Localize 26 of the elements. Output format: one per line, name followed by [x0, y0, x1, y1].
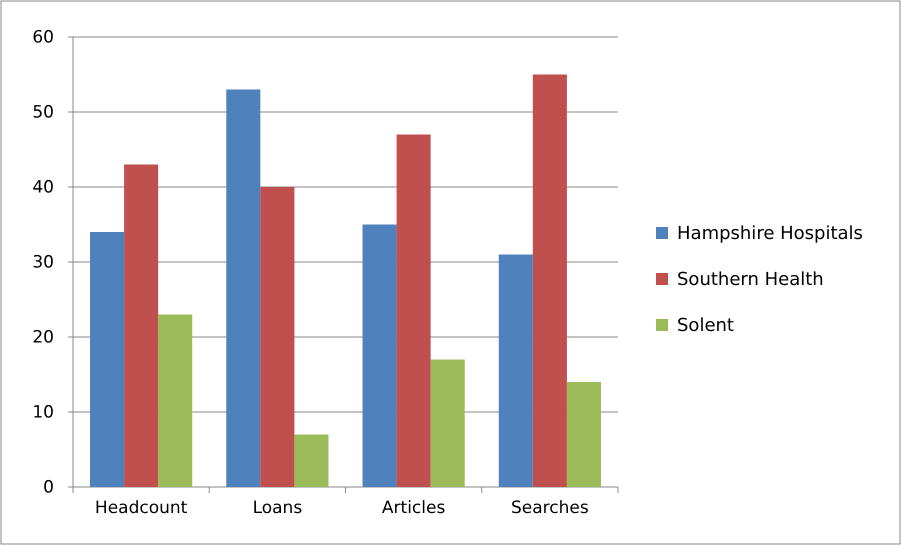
bar: [396, 134, 431, 487]
y-tick-label: 0: [43, 477, 54, 498]
bar: [498, 254, 533, 487]
bar: [260, 187, 294, 487]
bar: [90, 232, 124, 487]
legend-label: Southern Health: [677, 269, 824, 290]
x-tick-label: Headcount: [94, 498, 188, 518]
bar: [226, 90, 260, 487]
y-tick-label: 60: [32, 27, 54, 48]
x-tick-label: Articles: [382, 498, 446, 518]
bar: [124, 164, 158, 487]
x-tick-label: Loans: [252, 498, 302, 518]
bar: [362, 224, 397, 487]
y-tick-label: 10: [32, 402, 54, 422]
legend-label: Hampshire Hospitals: [677, 223, 863, 244]
y-tick-label: 20: [32, 327, 54, 348]
bar: [430, 360, 465, 487]
x-tick-label: Searches: [511, 498, 589, 518]
y-tick-label: 30: [32, 252, 54, 272]
bar: [294, 434, 328, 487]
y-tick-label: 40: [32, 177, 54, 198]
y-tick-label: 50: [32, 102, 54, 122]
bar: [158, 314, 192, 487]
legend-label: Solent: [677, 315, 734, 336]
bar: [532, 74, 567, 487]
bar: [566, 382, 601, 487]
